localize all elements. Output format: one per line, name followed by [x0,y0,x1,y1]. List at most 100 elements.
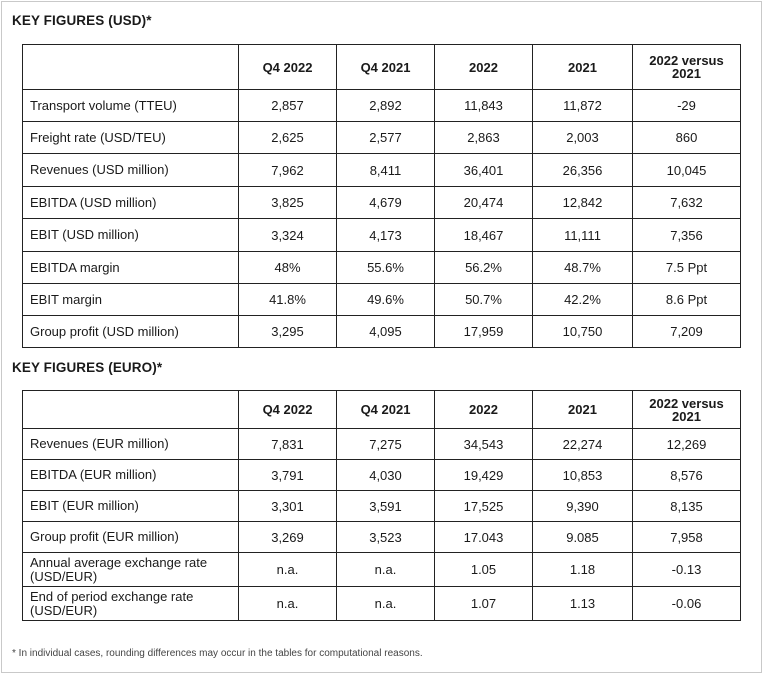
table-cell: 19,429 [434,459,533,491]
table-cell: n.a. [336,586,435,621]
table-cell: 17.043 [434,521,533,553]
table-cell: 8,411 [336,153,435,187]
table-cell: 48.7% [532,251,633,284]
table-cell: 17,959 [434,315,533,348]
table-cell: 3,301 [238,490,337,522]
table-cell: 1.05 [434,552,533,587]
table-cell: 3,591 [336,490,435,522]
table-cell: 2,577 [336,121,435,154]
row-label: Transport volume (TTEU) [22,89,239,122]
table-cell: 26,356 [532,153,633,187]
table-cell: 9.085 [532,521,633,553]
row-label: EBITDA margin [22,251,239,284]
table-cell: 12,842 [532,186,633,219]
row-label: EBIT (EUR million) [22,490,239,522]
footnote: * In individual cases, rounding differen… [12,648,423,659]
row-label: EBITDA (EUR million) [22,459,239,491]
table-cell: 4,095 [336,315,435,348]
table-cell: 4,679 [336,186,435,219]
table-cell: 4,030 [336,459,435,491]
table-cell: 22,274 [532,428,633,460]
column-header: Q4 2021 [336,390,435,429]
table-cell: 1.07 [434,586,533,621]
eur-key-figures-table: Q4 2022 Q4 2021 2022 2021 2022 versus 20… [22,390,741,621]
table-cell: 7.5 Ppt [632,251,741,284]
table-cell: 1.13 [532,586,633,621]
column-header: Q4 2022 [238,44,337,90]
table-cell: 18,467 [434,218,533,252]
column-header: 2022 versus 2021 [632,390,741,429]
table-cell: 8,576 [632,459,741,491]
table-cell: 10,750 [532,315,633,348]
table-cell: 34,543 [434,428,533,460]
table-cell: 7,275 [336,428,435,460]
table-cell: -0.13 [632,552,741,587]
table-cell: 49.6% [336,283,435,316]
table-row: Freight rate (USD/TEU) 2,625 2,577 2,863 2,0… [22,121,741,154]
table-cell: 7,632 [632,186,741,219]
table-cell: 41.8% [238,283,337,316]
table-cell: 10,853 [532,459,633,491]
table-cell: 2,892 [336,89,435,122]
table-row: EBITDA (EUR million) 3,791 4,030 19,429 10,8… [22,459,741,491]
column-header: Q4 2021 [336,44,435,90]
table-row: EBITDA margin 48% 55.6% 56.2% 48.7% 7.5 Ppt [22,251,741,284]
table-cell: 8,135 [632,490,741,522]
table-cell: 2,863 [434,121,533,154]
row-label: Group profit (USD million) [22,315,239,348]
table-row: Revenues (EUR million) 7,831 7,275 34,543 22… [22,428,741,460]
header-blank-cell [22,44,239,90]
column-header: 2022 [434,390,533,429]
table-cell: 3,324 [238,218,337,252]
table-cell: 11,872 [532,89,633,122]
column-header: 2021 [532,44,633,90]
header-blank-cell [22,390,239,429]
table-cell: 1.18 [532,552,633,587]
table-cell: 7,209 [632,315,741,348]
table-cell: n.a. [336,552,435,587]
table-row: EBIT (EUR million) 3,301 3,591 17,525 9,390 8… [22,490,741,522]
table-header-row: Q4 2022 Q4 2021 2022 2021 2022 versus 20… [22,44,741,90]
table-cell: 2,003 [532,121,633,154]
table-header-row: Q4 2022 Q4 2021 2022 2021 2022 versus 20… [22,390,741,429]
eur-table-title: KEY FIGURES (EURO)* [12,360,163,375]
column-header: 2022 versus 2021 [632,44,741,90]
table-cell: 7,831 [238,428,337,460]
table-cell: 7,958 [632,521,741,553]
table-cell: 11,111 [532,218,633,252]
table-cell: 3,825 [238,186,337,219]
row-label: EBIT margin [22,283,239,316]
table-cell: 42.2% [532,283,633,316]
column-header: Q4 2022 [238,390,337,429]
row-label: Revenues (USD million) [22,153,239,187]
table-cell: 860 [632,121,741,154]
table-row: EBIT (USD million) 3,324 4,173 18,467 11,111… [22,218,741,252]
table-cell: 55.6% [336,251,435,284]
table-row: Revenues (USD million) 7,962 8,411 36,401 26… [22,153,741,187]
table-row: Annual average exchange rate (USD/EUR) n.… [22,552,741,587]
row-label: Annual average exchange rate (USD/EUR) [22,552,239,587]
column-header: 2021 [532,390,633,429]
table-cell: 36,401 [434,153,533,187]
table-row: Group profit (EUR million) 3,269 3,523 17.0… [22,521,741,553]
table-cell: 3,269 [238,521,337,553]
table-cell: 11,843 [434,89,533,122]
table-cell: 7,962 [238,153,337,187]
table-row: EBITDA (USD million) 3,825 4,679 20,474 12,8… [22,186,741,219]
table-cell: 3,523 [336,521,435,553]
table-row: End of period exchange rate (USD/EUR) n.a… [22,586,741,621]
table-cell: -29 [632,89,741,122]
table-row: Group profit (USD million) 3,295 4,095 17,9… [22,315,741,348]
row-label: Group profit (EUR million) [22,521,239,553]
table-row: EBIT margin 41.8% 49.6% 50.7% 42.2% 8.6 Ppt [22,283,741,316]
table-cell: 3,791 [238,459,337,491]
usd-table-title: KEY FIGURES (USD)* [12,13,152,28]
table-cell: 56.2% [434,251,533,284]
table-row: Transport volume (TTEU) 2,857 2,892 11,843 1… [22,89,741,122]
row-label: EBITDA (USD million) [22,186,239,219]
table-cell: 7,356 [632,218,741,252]
table-cell: 3,295 [238,315,337,348]
table-cell: 48% [238,251,337,284]
table-cell: -0.06 [632,586,741,621]
